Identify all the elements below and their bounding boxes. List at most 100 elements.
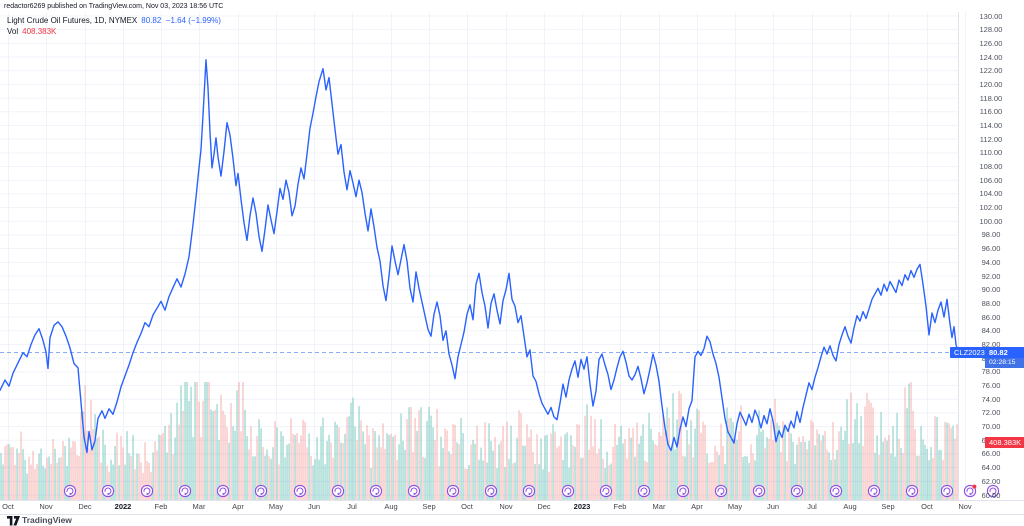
contract-rollover-icon[interactable] (714, 484, 728, 498)
time-axis-label: Oct (461, 502, 473, 511)
price-axis-label: 118.00 (979, 93, 1003, 103)
volume-bar (366, 425, 368, 500)
volume-bar (42, 465, 44, 500)
volume-bar (948, 423, 950, 500)
volume-bar (50, 463, 52, 500)
contract-rollover-icon[interactable] (101, 484, 115, 498)
volume-bar (712, 462, 714, 500)
volume-bar (840, 426, 842, 500)
contract-rollover-icon[interactable] (446, 484, 460, 498)
time-scale[interactable]: Oct Nov Dec 2022 Feb Mar Apr May Jun Jul Aug Sep Oct… (0, 501, 1024, 514)
contract-rollover-icon[interactable] (986, 484, 1000, 498)
volume-bar (390, 433, 392, 500)
volume-bar (480, 447, 482, 500)
price-line-series (0, 59, 959, 454)
volume-bar (834, 459, 836, 500)
volume-bar (836, 450, 838, 500)
volume-bar (572, 445, 574, 500)
contract-rollover-icon[interactable] (140, 484, 154, 498)
legend-symbol-title[interactable]: Light Crude Oil Futures, 1D, NYMEX (7, 16, 138, 25)
volume-bar (352, 397, 354, 500)
volume-bar (874, 452, 876, 500)
volume-bar (508, 458, 510, 500)
contract-rollover-icon[interactable] (940, 484, 954, 498)
volume-bar (490, 440, 492, 500)
volume-bar (786, 461, 788, 500)
contract-rollover-icon[interactable] (369, 484, 383, 498)
contract-rollover-icon[interactable] (790, 484, 804, 498)
contract-rollover-icon[interactable] (178, 484, 192, 498)
volume-bar (514, 462, 516, 500)
volume-bar (856, 403, 858, 500)
volume-bar (114, 445, 116, 500)
volume-bar (10, 447, 12, 500)
volume-bar (872, 407, 874, 500)
volume-bar (452, 424, 454, 500)
contract-rollover-icon[interactable] (484, 484, 498, 498)
volume-bar (714, 445, 716, 500)
volume-bar (334, 421, 336, 500)
volume-bar (474, 443, 476, 500)
time-axis-label: Jun (307, 502, 321, 511)
legend-volume-value: 408.383K (22, 27, 57, 36)
contract-rollover-icon[interactable] (331, 484, 345, 498)
volume-bar (660, 435, 662, 500)
volume-bar (302, 419, 304, 500)
volume-bar (936, 417, 938, 500)
volume-bar (864, 406, 866, 500)
volume-bar (946, 422, 948, 500)
volume-bar (436, 408, 438, 500)
contract-rollover-icon[interactable] (407, 484, 421, 498)
contract-rollover-icon[interactable] (829, 484, 843, 498)
volume-bar (156, 450, 158, 500)
price-scale[interactable]: 130.00 128.00 126.00 124.00 122.00 120.00 118.… (958, 0, 1024, 500)
volume-bar (46, 457, 48, 500)
contract-rollover-icon[interactable] (867, 484, 881, 498)
contract-rollover-icon[interactable] (637, 484, 651, 498)
footer-brand-link[interactable]: TradingView (22, 515, 72, 525)
volume-bar (894, 456, 896, 500)
contract-rollover-icon[interactable] (599, 484, 613, 498)
contract-rollover-icon[interactable] (752, 484, 766, 498)
volume-bar (86, 430, 88, 500)
volume-bar (148, 462, 150, 500)
volume-bar (440, 436, 442, 500)
contract-rollover-icon[interactable] (522, 484, 536, 498)
volume-bar (940, 449, 942, 500)
price-axis-label: 104.00 (979, 189, 1003, 199)
tradingview-logo-icon[interactable] (7, 516, 20, 526)
volume-bar (730, 418, 732, 500)
contract-rollover-icon[interactable] (254, 484, 268, 498)
contract-rollover-icon[interactable] (293, 484, 307, 498)
volume-bar (676, 419, 678, 500)
contract-rollover-icon[interactable] (63, 484, 77, 498)
volume-bar (918, 455, 920, 500)
volume-bar (320, 426, 322, 500)
contract-rollover-icon[interactable] (216, 484, 230, 498)
volume-bar (314, 459, 316, 500)
volume-bar (764, 447, 766, 500)
volume-bar (90, 399, 92, 500)
contract-rollover-icon[interactable] (561, 484, 575, 498)
volume-bar (4, 446, 6, 500)
volume-bar (324, 464, 326, 500)
volume-bar (146, 461, 148, 500)
volume-bar (260, 428, 262, 500)
volume-bar (40, 448, 42, 500)
volume-bar (416, 430, 418, 500)
volume-bar (384, 448, 386, 500)
volume-bar (880, 412, 882, 500)
volume-bar (284, 457, 286, 500)
contract-rollover-icon[interactable] (905, 484, 919, 498)
volume-bar (842, 440, 844, 500)
volume-bar (216, 404, 218, 500)
volume-bar (110, 459, 112, 500)
price-axis-label: 96.00 (981, 244, 1001, 254)
volume-bar (670, 449, 672, 500)
contract-rollover-icon[interactable] (676, 484, 690, 498)
contract-rollover-icon[interactable] (963, 484, 977, 498)
volume-bar (96, 438, 98, 500)
legend-last-price: 80.82 (141, 16, 162, 25)
volume-bar (342, 442, 344, 500)
